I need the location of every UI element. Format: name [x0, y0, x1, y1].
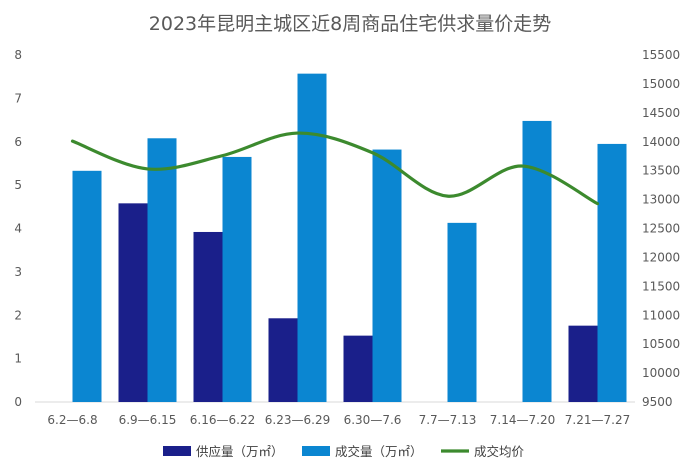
legend-label-1: 成交量（万㎡）: [335, 444, 423, 459]
x-tick-label: 6.30—7.6: [344, 413, 402, 427]
y-left-tick-label: 4: [14, 222, 22, 236]
y-right-tick-label: 9500: [642, 395, 673, 409]
x-tick-label: 6.9—6.15: [119, 413, 177, 427]
y-left-tick-label: 7: [14, 91, 22, 105]
legend-label-2: 成交均价: [474, 444, 525, 459]
y-right-tick-label: 11000: [642, 308, 680, 322]
bar-supply-4: [343, 335, 373, 402]
y-right-tick-label: 10500: [642, 337, 680, 351]
y-right-tick-label: 13500: [642, 164, 680, 178]
legend-swatch-1: [302, 446, 330, 456]
y-right-tick-label: 15000: [642, 77, 680, 91]
bar-supply-3: [268, 318, 298, 402]
y-right-tick-label: 12000: [642, 250, 680, 264]
line-series: [70, 131, 600, 206]
bar-deal-5: [447, 222, 477, 402]
x-tick-label: 6.16—6.22: [190, 413, 255, 427]
x-axis: 6.2—6.8 6.9—6.15 6.16—6.22 6.23—6.29 6.30—7.…: [47, 413, 630, 427]
bar-deal-3: [297, 73, 327, 403]
left-axis: 0 1 2 3 4 5 6 7 8: [14, 48, 22, 409]
y-right-tick-label: 11500: [642, 279, 680, 293]
avg-price-line: [70, 131, 600, 206]
bar-supply-7: [568, 325, 598, 402]
x-tick-label: 7.14—7.20: [490, 413, 555, 427]
y-right-tick-label: 14500: [642, 106, 680, 120]
bars: [72, 73, 627, 403]
bar-deal-2: [222, 156, 252, 402]
legend-label-0: 供应量（万㎡）: [196, 444, 284, 459]
y-left-tick-label: 0: [14, 395, 22, 409]
y-right-tick-label: 12500: [642, 222, 680, 236]
x-tick-label: 7.7—7.13: [419, 413, 477, 427]
bar-deal-6: [522, 120, 552, 403]
y-left-tick-label: 2: [14, 308, 22, 322]
x-tick-label: 6.2—6.8: [47, 413, 97, 427]
y-left-tick-label: 3: [14, 265, 22, 279]
y-left-tick-label: 1: [14, 352, 22, 366]
bar-supply-1: [118, 203, 148, 402]
bar-supply-2: [193, 231, 223, 402]
legend: 供应量（万㎡） 成交量（万㎡） 成交均价: [163, 444, 525, 459]
bar-deal-1: [147, 138, 177, 402]
y-left-tick-label: 6: [14, 135, 22, 149]
y-right-tick-label: 14000: [642, 135, 680, 149]
y-left-tick-label: 8: [14, 48, 22, 62]
y-left-tick-label: 5: [14, 178, 22, 192]
bar-deal-4: [372, 149, 402, 402]
y-right-tick-label: 10000: [642, 366, 680, 380]
right-axis: 9500 10000 10500 11000 11500 12000 12500 13000 1…: [642, 48, 680, 409]
y-right-tick-label: 13000: [642, 193, 680, 207]
bar-deal-7: [597, 143, 627, 402]
legend-swatch-0: [163, 446, 191, 456]
bar-deal-0: [72, 170, 102, 402]
x-tick-label: 7.21—7.27: [565, 413, 630, 427]
x-tick-label: 6.23—6.29: [265, 413, 330, 427]
y-right-tick-label: 15500: [642, 48, 680, 62]
chart-title: 2023年昆明主城区近8周商品住宅供求量价走势: [149, 13, 551, 35]
